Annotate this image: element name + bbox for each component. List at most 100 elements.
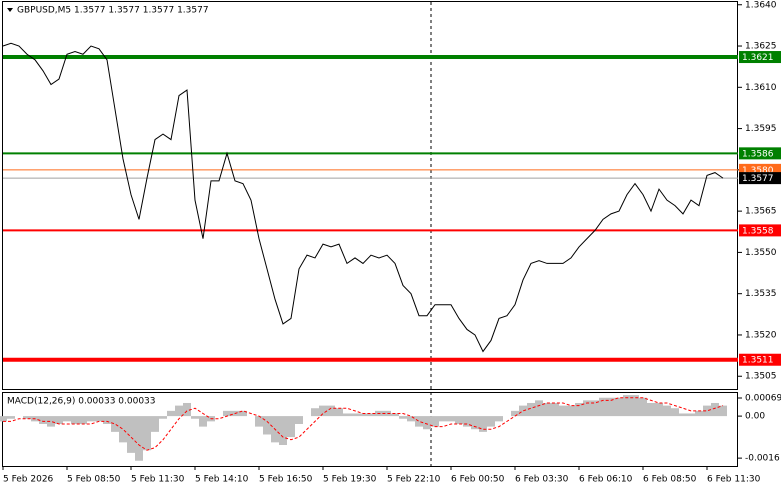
y-tick-label: 1.3610	[745, 83, 777, 93]
macd-bar	[119, 416, 127, 443]
macd-bar	[495, 416, 503, 422]
y-tick-label: 0.00069	[745, 393, 781, 403]
y-tick-label: 1.3550	[745, 248, 777, 258]
macd-bar	[199, 416, 207, 427]
macd-bar	[359, 413, 367, 417]
x-tick-label: 6 Feb 08:50	[643, 475, 697, 485]
macd-bar	[103, 416, 111, 424]
macd-bar	[7, 416, 15, 419]
macd-bar	[719, 405, 727, 417]
y-tick-label: 0.00	[745, 412, 765, 422]
y-tick-label: 1.3535	[745, 289, 777, 299]
y-tick-label: 1.3505	[745, 372, 777, 382]
macd-bar	[391, 413, 399, 417]
y-tick-label: 1.3640	[745, 0, 777, 10]
macd-bar	[663, 405, 671, 417]
signal-line	[3, 397, 724, 451]
macd-bar	[63, 416, 71, 422]
level-label: 1.3577	[742, 174, 774, 184]
macd-bar	[183, 402, 191, 417]
level-label: 1.3586	[742, 149, 774, 159]
x-tick-label: 5 Feb 08:50	[67, 475, 121, 485]
macd-bar	[479, 416, 487, 432]
level-label-box	[739, 172, 781, 185]
macd-bar	[287, 416, 295, 438]
macd-bar	[319, 405, 327, 417]
macd-bar	[607, 397, 615, 417]
macd-bar	[511, 410, 519, 417]
level-label-box	[739, 224, 781, 237]
macd-bar	[23, 416, 31, 419]
macd-bar	[695, 410, 703, 417]
macd-bar	[639, 397, 647, 417]
level-label-box	[739, 353, 781, 366]
macd-bar	[535, 400, 543, 417]
macd-bar	[543, 402, 551, 417]
x-tick-label: 5 Feb 14:10	[195, 475, 249, 485]
macd-bar	[383, 410, 391, 417]
macd-bar	[631, 395, 639, 417]
macd-bar	[575, 402, 583, 417]
macd-bar	[0, 416, 7, 422]
macd-bar	[79, 416, 87, 424]
x-tick-label: 6 Feb 03:30	[515, 475, 569, 485]
level-label: 1.3621	[742, 53, 774, 63]
macd-bar	[487, 416, 495, 427]
macd-bar	[599, 397, 607, 417]
chart-title: GBPUSD,M5 1.3577 1.3577 1.3577 1.3577	[17, 6, 209, 16]
macd-bar	[55, 416, 63, 424]
macd-bar	[239, 410, 247, 417]
macd-bar	[703, 405, 711, 417]
macd-bar	[471, 416, 479, 430]
macd-bar	[279, 416, 287, 445]
macd-bar	[567, 405, 575, 417]
macd-bar	[519, 405, 527, 417]
x-tick-label: 5 Feb 16:50	[259, 475, 313, 485]
macd-bar	[95, 416, 103, 422]
macd-bar	[263, 416, 271, 435]
x-tick-label: 5 Feb 11:30	[131, 475, 185, 485]
x-tick-label: 6 Feb 11:30	[707, 475, 761, 485]
macd-bar	[423, 416, 431, 430]
macd-bar	[399, 416, 407, 419]
macd-bar	[223, 410, 231, 417]
x-tick-label: 5 Feb 22:10	[387, 475, 441, 485]
macd-bar	[447, 416, 455, 422]
macd-bar	[367, 413, 375, 417]
level-label-box	[739, 51, 781, 64]
macd-bar	[191, 416, 199, 419]
macd-bar	[143, 416, 151, 451]
y-tick-label: 1.3625	[745, 42, 777, 52]
y-tick-label: 1.3520	[745, 330, 777, 340]
x-tick-label: 5 Feb 2026	[3, 475, 54, 485]
macd-bar	[159, 416, 167, 419]
macd-bar	[679, 413, 687, 417]
macd-bar	[327, 405, 335, 417]
x-tick-label: 6 Feb 00:50	[451, 475, 505, 485]
macd-bar	[671, 408, 679, 417]
macd-bar	[351, 413, 359, 417]
menu-arrow	[7, 8, 13, 12]
macd-bar	[39, 416, 47, 424]
macd-bar	[127, 416, 135, 453]
macd-bar	[415, 416, 423, 427]
macd-bar	[711, 402, 719, 417]
level-label: 1.3580	[742, 166, 774, 176]
macd-bar	[455, 416, 463, 424]
x-tick-label: 5 Feb 19:30	[323, 475, 377, 485]
macd-bar	[647, 402, 655, 417]
macd-bar	[439, 416, 447, 422]
macd-bar	[135, 416, 143, 461]
macd-bar	[175, 405, 183, 417]
y-tick-label: -0.0016	[745, 454, 780, 464]
y-tick-label: 1.3565	[745, 207, 777, 217]
macd-bar	[111, 416, 119, 432]
macd-bar	[151, 416, 159, 432]
macd-bar	[463, 416, 471, 427]
macd-bar	[591, 400, 599, 417]
macd-bar	[431, 416, 439, 427]
macd-bar	[87, 416, 95, 422]
macd-title: MACD(12,26,9) 0.00033 0.00033	[7, 397, 156, 407]
macd-bar	[527, 402, 535, 417]
